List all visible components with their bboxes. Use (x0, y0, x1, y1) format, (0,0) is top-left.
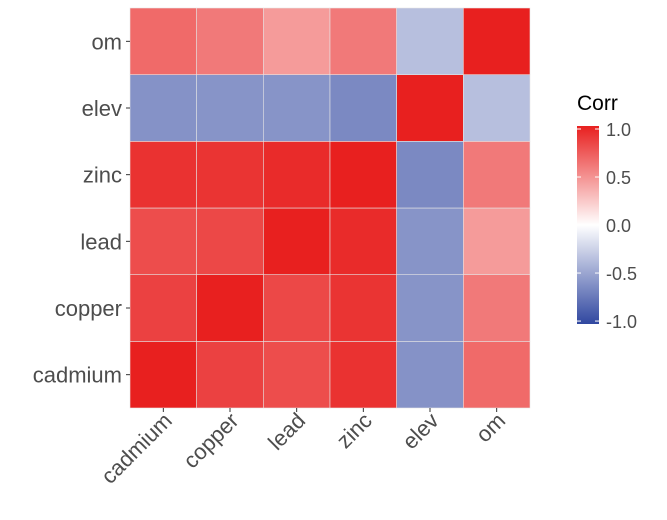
y-label-om: om (91, 29, 122, 54)
cell-om-cadmium (129, 7, 197, 75)
cell-copper-elev (396, 274, 464, 342)
legend-title: Corr (577, 92, 618, 115)
cell-om-lead (263, 7, 331, 75)
cell-cadmium-zinc (329, 341, 397, 409)
y-label-cadmium: cadmium (33, 363, 122, 388)
y-tick-labels: cadmium copper lead zinc elev om (33, 29, 130, 388)
cell-om-elev (396, 7, 464, 75)
cell-elev-om (463, 74, 531, 142)
cell-cadmium-lead (263, 341, 331, 409)
cell-cadmium-om (463, 341, 531, 409)
cell-cadmium-copper (196, 341, 264, 409)
cell-copper-cadmium (129, 274, 197, 342)
legend-tick-label: -1.0 (606, 312, 637, 332)
cell-elev-lead (263, 74, 331, 142)
cell-elev-cadmium (129, 74, 197, 142)
x-tick-labels: cadmium copper lead zinc elev om (96, 408, 510, 489)
y-label-lead: lead (80, 229, 122, 254)
y-label-elev: elev (82, 96, 122, 121)
cell-copper-copper (196, 274, 264, 342)
cell-copper-zinc (329, 274, 397, 342)
cell-elev-copper (196, 74, 264, 142)
legend-tick-label: 0.0 (606, 216, 631, 236)
cell-om-copper (196, 7, 264, 75)
cell-zinc-elev (396, 141, 464, 209)
cell-zinc-zinc (329, 141, 397, 209)
cell-cadmium-elev (396, 341, 464, 409)
cell-copper-om (463, 274, 531, 342)
y-label-copper: copper (55, 296, 122, 321)
legend-ticks: 1.0 0.5 0.0 -0.5 -1.0 (577, 120, 637, 332)
cell-elev-elev (396, 74, 464, 142)
x-label-om: om (471, 408, 510, 447)
cell-cadmium-cadmium (129, 341, 197, 409)
cell-om-zinc (329, 7, 397, 75)
cell-om-om (463, 7, 531, 75)
cell-zinc-om (463, 141, 531, 209)
x-label-cadmium: cadmium (96, 408, 177, 489)
x-label-zinc: zinc (332, 408, 377, 453)
cell-lead-lead (263, 207, 331, 275)
legend-tick-label: -0.5 (606, 264, 637, 284)
x-label-elev: elev (397, 408, 443, 454)
y-label-zinc: zinc (83, 163, 122, 188)
x-label-copper: copper (178, 408, 243, 473)
legend-tick-label: 1.0 (606, 120, 631, 140)
cell-lead-copper (196, 207, 264, 275)
cell-lead-cadmium (129, 207, 197, 275)
cell-zinc-cadmium (129, 141, 197, 209)
cell-zinc-lead (263, 141, 331, 209)
cell-zinc-copper (196, 141, 264, 209)
heatmap-cells (129, 7, 531, 409)
legend-tick-label: 0.5 (606, 168, 631, 188)
cell-elev-zinc (329, 74, 397, 142)
cell-lead-zinc (329, 207, 397, 275)
cell-copper-lead (263, 274, 331, 342)
legend-colorbar (577, 126, 599, 324)
cell-lead-elev (396, 207, 464, 275)
x-label-lead: lead (263, 408, 310, 455)
cell-lead-om (463, 207, 531, 275)
